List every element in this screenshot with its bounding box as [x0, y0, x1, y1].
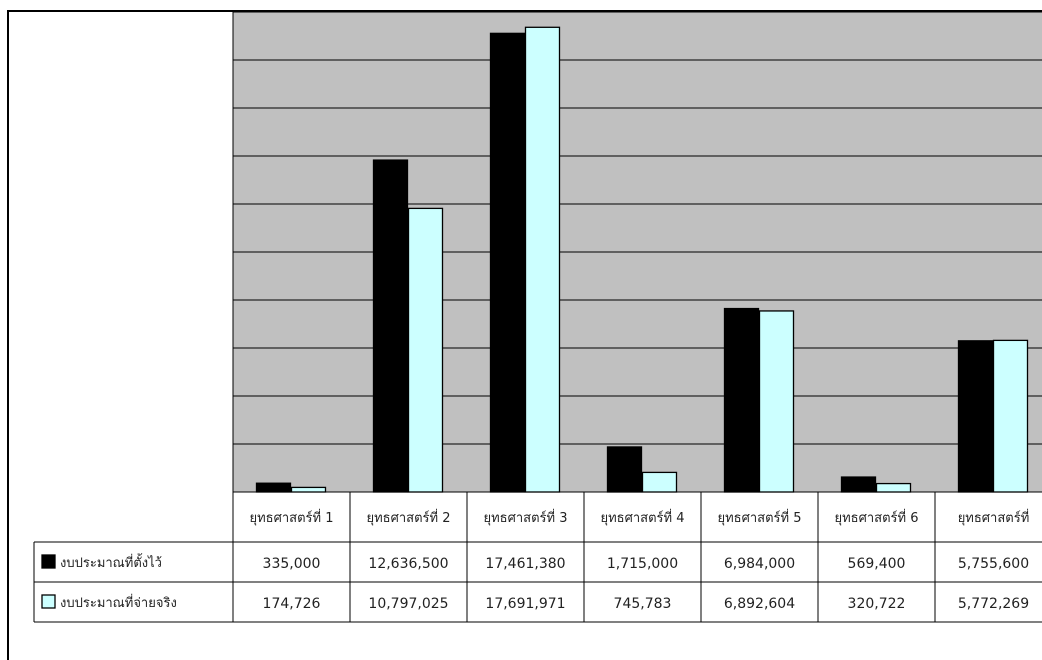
bar-actual: [992, 339, 1029, 493]
bar-actual: [641, 471, 678, 493]
table-cell-value: 1,715,000: [607, 556, 678, 572]
bar-planned: [489, 32, 526, 493]
bar-planned: [723, 307, 760, 493]
table-cell-value: 569,400: [848, 556, 906, 572]
category-label: ยุทธศาสตร์ที่ 2: [366, 509, 450, 526]
bar-planned: [606, 446, 643, 493]
table-cell-value: 17,691,971: [485, 596, 565, 612]
legend-key-actual: [41, 594, 56, 609]
bar-planned: [372, 159, 409, 493]
table-cell-value: 6,984,000: [724, 556, 795, 572]
bar-actual: [524, 26, 561, 493]
category-label: ยุทธศาสตร์ที่ 1: [249, 509, 333, 526]
table-cell-value: 5,755,600: [958, 556, 1029, 572]
gridlines: [232, 11, 1042, 622]
table-cell-value: 745,783: [614, 596, 672, 612]
chart-frame: [7, 10, 1042, 660]
bars: [255, 26, 1029, 493]
table-cell-value: 174,726: [263, 596, 321, 612]
category-label: ยุทธศาสตร์ที่ 5: [717, 509, 801, 526]
legend-label: งบประมาณที่ตั้งไว้: [60, 553, 162, 571]
bar-planned: [840, 476, 877, 493]
table-cell-value: 10,797,025: [368, 596, 448, 612]
bar-actual: [758, 310, 795, 493]
category-label: ยุทธศาสตร์ที่: [958, 509, 1030, 526]
bar-actual: [875, 482, 912, 493]
table-cell-value: 12,636,500: [368, 556, 448, 572]
bar-actual: [407, 207, 444, 493]
table-cell-value: 6,892,604: [724, 596, 795, 612]
bar-planned: [957, 340, 994, 493]
table-cell-value: 17,461,380: [485, 556, 565, 572]
bar-actual: [290, 486, 327, 493]
table-cell-value: 5,772,269: [958, 596, 1029, 612]
category-label: ยุทธศาสตร์ที่ 6: [834, 509, 918, 526]
category-label: ยุทธศาสตร์ที่ 4: [600, 509, 684, 526]
legend-key-planned: [41, 554, 56, 569]
data-table: ยุทธศาสตร์ที่ 1 ยุทธศาสตร์ที่ 2 ยุทธศาสตร์…: [33, 492, 1042, 623]
bar-planned: [255, 482, 292, 493]
table-cell-value: 335,000: [263, 556, 321, 572]
category-label: ยุทธศาสตร์ที่ 3: [483, 509, 567, 526]
legend-label: งบประมาณที่จ่ายจริง: [60, 594, 177, 611]
table-cell-value: 320,722: [848, 596, 906, 612]
